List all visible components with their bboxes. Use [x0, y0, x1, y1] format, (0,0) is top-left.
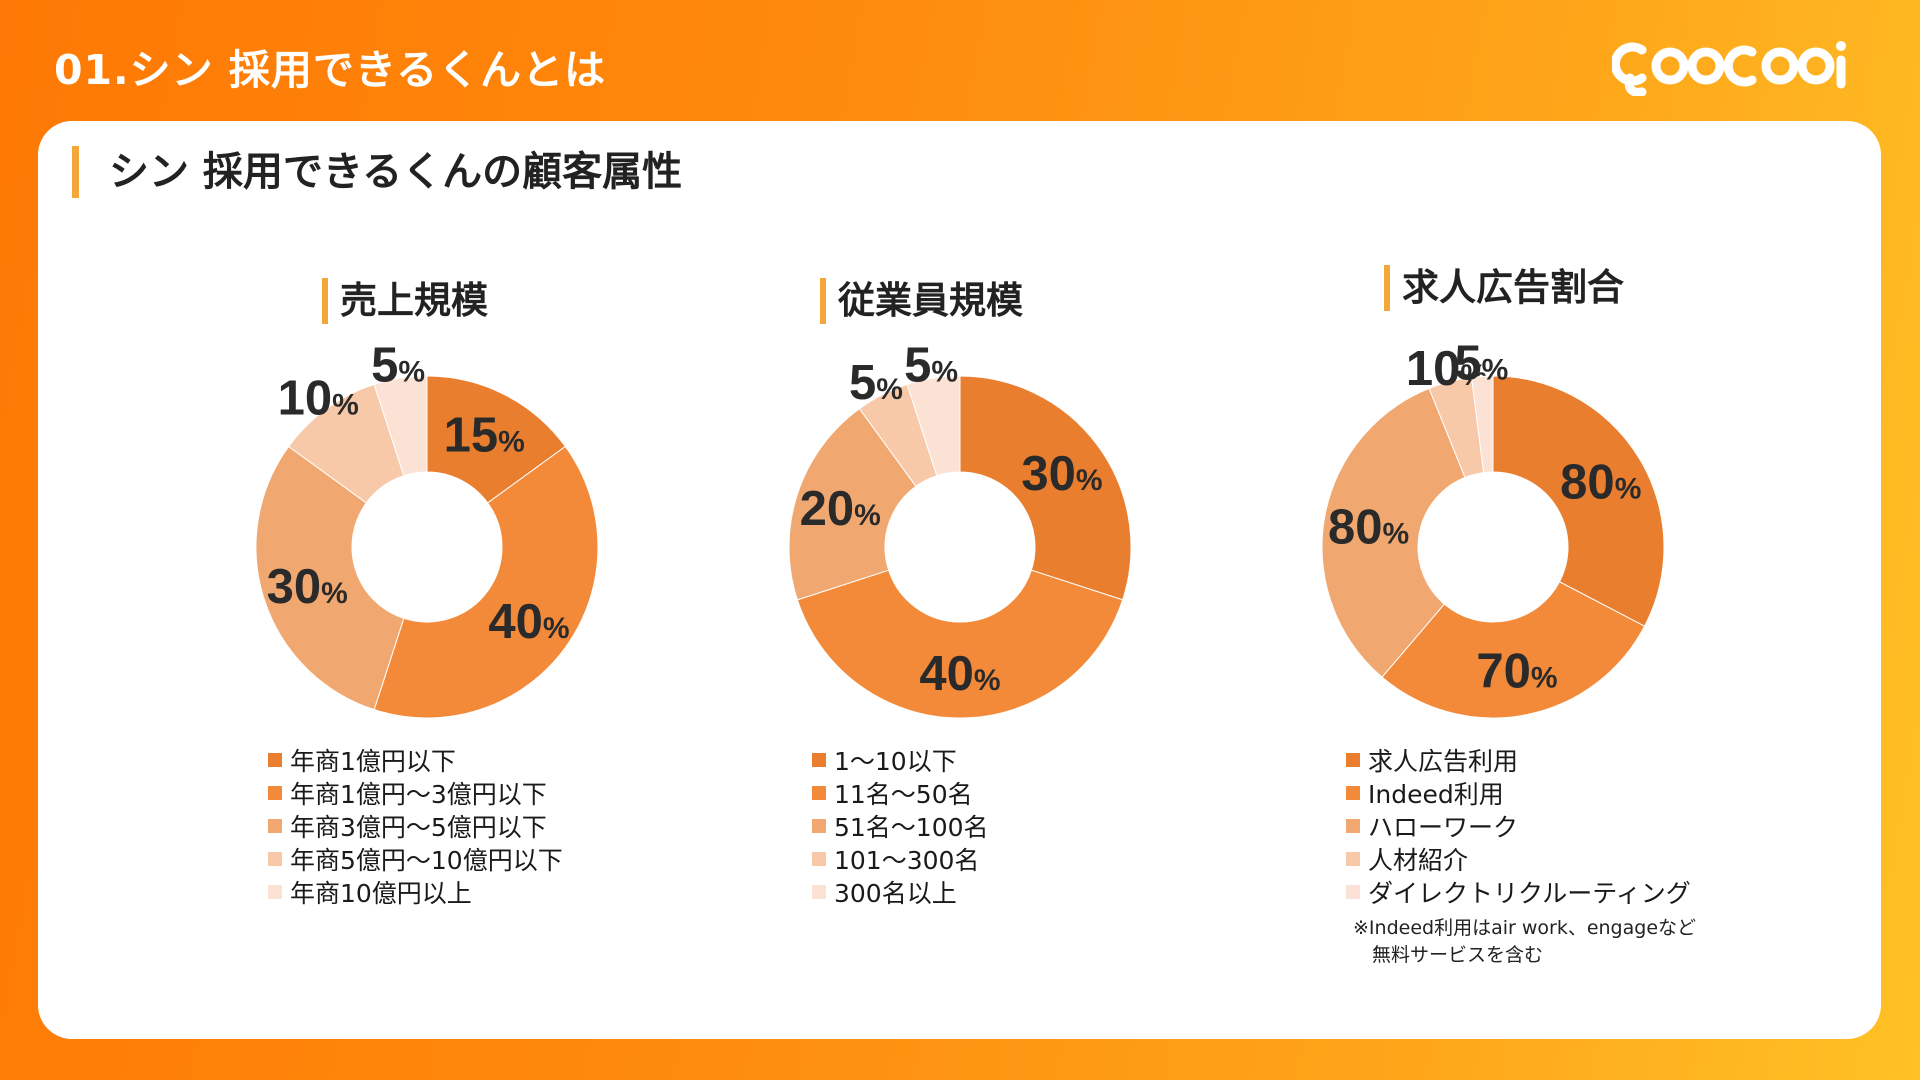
- data-label: 40%: [919, 647, 1000, 701]
- legend-item: 11名〜50名: [812, 776, 989, 809]
- donut-slice: [1381, 581, 1646, 719]
- legend-label: 年商5億円〜10億円以下: [290, 845, 563, 875]
- legend-item: 1〜10以下: [812, 743, 989, 776]
- data-label: 70%: [1476, 645, 1557, 699]
- data-label: 5%: [1454, 336, 1508, 390]
- legend-label: Indeed利用: [1368, 779, 1504, 809]
- donut-slice: [796, 569, 1124, 719]
- legend-label: 1〜10以下: [834, 746, 957, 776]
- legend-label: ダイレクトリクルーティング: [1368, 878, 1691, 908]
- donut-slice: [788, 407, 917, 601]
- chart-legend: 求人広告利用 Indeed利用 ハローワーク 人材紹介 ダイレクトリクルーティング: [1346, 743, 1691, 908]
- donut-slice: [373, 375, 428, 477]
- donut-slice: [1471, 375, 1494, 474]
- legend-swatch: [812, 785, 826, 800]
- legend-swatch: [268, 884, 282, 899]
- legend-swatch: [812, 818, 826, 833]
- legend-swatch: [812, 884, 826, 899]
- data-label: 5%: [904, 338, 958, 392]
- data-label: 5%: [849, 356, 903, 410]
- chart-title: 売上規模: [322, 278, 488, 324]
- donut-slice: [1321, 387, 1466, 678]
- legend-item: 年商10億円以上: [268, 875, 563, 908]
- legend-item: 年商5億円〜10億円以下: [268, 842, 563, 875]
- legend-swatch: [812, 851, 826, 866]
- data-label: 40%: [488, 595, 569, 649]
- chart-title: 求人広告割合: [1384, 265, 1624, 311]
- donut-slice: [906, 375, 961, 477]
- legend-item: 年商1億円以下: [268, 743, 563, 776]
- data-label: 80%: [1560, 456, 1641, 510]
- data-label: 30%: [1021, 447, 1102, 501]
- legend-label: 年商1億円〜3億円以下: [290, 779, 547, 809]
- legend-label: 年商10億円以上: [290, 878, 472, 908]
- data-label: 15%: [444, 409, 525, 463]
- data-label: 30%: [267, 560, 348, 614]
- donut-slice: [1492, 375, 1665, 627]
- legend-swatch: [268, 752, 282, 767]
- legend-label: 101〜300名: [834, 845, 980, 875]
- card-title: シン 採用できるくんの顧客属性: [72, 146, 682, 198]
- legend-label: 人材紹介: [1368, 845, 1469, 875]
- chart-title: 従業員規模: [820, 278, 1023, 324]
- data-label: 10%: [1406, 342, 1487, 396]
- legend-swatch: [1346, 818, 1360, 833]
- donut-slice: [255, 445, 405, 711]
- legend-label: 11名〜50名: [834, 779, 973, 809]
- legend-item: 年商1億円〜3億円以下: [268, 776, 563, 809]
- legend-label: 求人広告利用: [1368, 746, 1519, 776]
- legend-item: ダイレクトリクルーティング: [1346, 875, 1691, 908]
- legend-swatch: [268, 785, 282, 800]
- legend-item: 51名〜100名: [812, 809, 989, 842]
- company-logo: [1612, 41, 1846, 96]
- legend-swatch: [268, 818, 282, 833]
- legend-item: 求人広告利用: [1346, 743, 1691, 776]
- legend-item: ハローワーク: [1346, 809, 1691, 842]
- data-label: 80%: [1328, 501, 1409, 555]
- legend-label: 年商1億円以下: [290, 746, 456, 776]
- legend-swatch: [1346, 785, 1360, 800]
- legend-item: 101〜300名: [812, 842, 989, 875]
- data-label: 20%: [800, 482, 881, 536]
- data-label: 5%: [371, 338, 425, 392]
- legend-swatch: [268, 851, 282, 866]
- legend-item: 人材紹介: [1346, 842, 1691, 875]
- legend-label: ハローワーク: [1368, 812, 1519, 842]
- legend-item: 年商3億円〜5億円以下: [268, 809, 563, 842]
- data-label: 10%: [278, 371, 359, 425]
- legend-item: 300名以上: [812, 875, 989, 908]
- donut-slice: [959, 375, 1132, 601]
- footnote: ※Indeed利用はair work、engageなど 無料サービスを含む: [1353, 917, 1697, 966]
- donut-slice: [373, 445, 599, 719]
- legend-label: 300名以上: [834, 878, 957, 908]
- legend-label: 51名〜100名: [834, 812, 989, 842]
- legend-item: Indeed利用: [1346, 776, 1691, 809]
- legend-swatch: [1346, 851, 1360, 866]
- chart-legend: 1〜10以下 11名〜50名 51名〜100名 101〜300名 300名以上: [812, 743, 989, 908]
- legend-swatch: [1346, 884, 1360, 899]
- chart-legend: 年商1億円以下 年商1億円〜3億円以下 年商3億円〜5億円以下 年商5億円〜10億円以…: [268, 743, 563, 908]
- legend-swatch: [812, 752, 826, 767]
- legend-swatch: [1346, 752, 1360, 767]
- legend-label: 年商3億円〜5億円以下: [290, 812, 547, 842]
- header-title: 01.シン 採用できるくんとは: [54, 46, 607, 94]
